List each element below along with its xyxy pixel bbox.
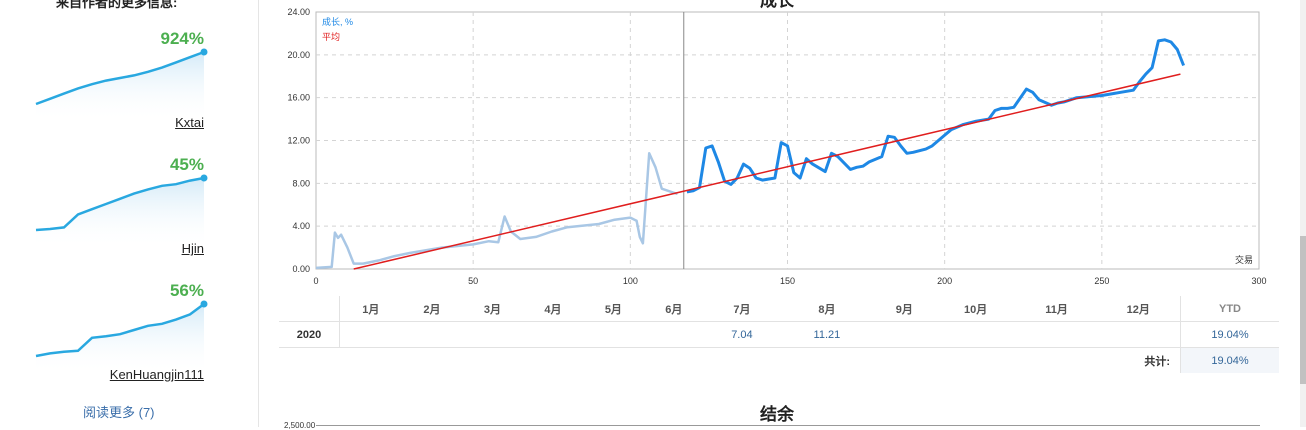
y-tick-label: 0.00: [292, 264, 310, 274]
month-table-body: 2020 7.04 11.21 19.04% 共计: 19.04%: [279, 321, 1279, 373]
x-tick-label: 300: [1251, 276, 1266, 286]
month-header: 11月: [1016, 296, 1097, 322]
y-tick-label: 4.00: [292, 221, 310, 231]
sparkline-area: [36, 304, 204, 374]
author-sidebar: 来自作者的更多信息: 924% Kxtai 45% Hjin 56% KenHu…: [0, 0, 259, 427]
x-tick-label: 250: [1094, 276, 1109, 286]
sparkline-line: [35, 302, 205, 358]
author-growth-percent: 45%: [169, 155, 204, 174]
balance-chart-title: 结余: [760, 405, 794, 424]
sparkline-end-dot: [200, 300, 208, 308]
x-tick-label: 50: [468, 276, 478, 286]
month-header: 7月: [704, 296, 780, 322]
month-value-cell: [401, 321, 463, 348]
sparkline-area: [36, 178, 204, 248]
month-value-cell: [583, 321, 644, 348]
month-value-cell: [643, 321, 705, 348]
page-scrollbar[interactable]: [1300, 0, 1306, 427]
author-card-kxtai[interactable]: 924% Kxtai: [0, 22, 258, 148]
total-value-cell: 19.04%: [1180, 347, 1279, 373]
growth-series-line-early: [315, 152, 678, 270]
sparkline-end-dot: [200, 48, 208, 56]
month-value-cell: [1096, 321, 1181, 348]
balance-chart-top-border: [316, 425, 1260, 426]
year-cell: 2020: [279, 321, 340, 348]
growth-chart-title: 成长: [760, 0, 794, 10]
month-value-cell: [934, 321, 1017, 348]
author-sparkline: [35, 48, 208, 122]
ytd-header: YTD: [1180, 296, 1279, 322]
month-value-cell: [874, 321, 935, 348]
author-sparkline: [35, 300, 208, 374]
author-name-link[interactable]: KenHuangjin111: [109, 367, 204, 382]
month-header: 12月: [1096, 296, 1181, 322]
sparkline-line: [35, 50, 205, 106]
month-header: 10月: [934, 296, 1017, 322]
x-tick-label: 100: [623, 276, 638, 286]
month-header: 1月: [339, 296, 402, 322]
author-card-hjin[interactable]: 45% Hjin: [0, 148, 258, 274]
x-axis-label: 交易: [1235, 254, 1253, 265]
sparkline-end-dot: [200, 174, 208, 182]
month-header: 3月: [462, 296, 523, 322]
y-tick-label: 24.00: [287, 7, 310, 17]
author-name-link[interactable]: Hjin: [181, 241, 204, 256]
sparkline-line: [35, 176, 205, 232]
month-value-cell: 7.04: [704, 321, 780, 348]
month-header: 9月: [874, 296, 935, 322]
author-growth-percent: 56%: [169, 281, 204, 300]
growth-chart: 0.00 4.00 8.00 12.00 16.00 20.00 24.00 0 50 100 15…: [287, 7, 1266, 286]
month-value-cell: [462, 321, 523, 348]
legend-entry-growth: 成长, %: [322, 16, 353, 27]
total-label: 共计:: [1144, 355, 1170, 368]
month-header: 6月: [643, 296, 705, 322]
x-tick-label: 200: [937, 276, 952, 286]
x-tick-label: 0: [313, 276, 318, 286]
y-tick-label: 20.00: [287, 50, 310, 60]
month-header: 8月: [779, 296, 875, 322]
author-card-kenhuangjin111[interactable]: 56% KenHuangjin111: [0, 274, 258, 400]
sparkline-area: [36, 52, 204, 122]
total-row: 共计: 19.04%: [279, 347, 1279, 373]
author-growth-percent: 924%: [160, 29, 204, 48]
monthly-returns-table: 1月 2月 3月 4月 5月 6月 7月 8月 9月 10月 11月 12月 YTD 2020 7.04 1…: [279, 296, 1279, 373]
x-tick-label: 150: [780, 276, 795, 286]
author-sparkline: [35, 174, 208, 248]
month-header: 4月: [522, 296, 584, 322]
legend-entry-average: 平均: [322, 31, 340, 42]
year-header: [279, 296, 340, 322]
month-header-row: 1月 2月 3月 4月 5月 6月 7月 8月 9月 10月 11月 12月 YTD: [279, 296, 1279, 322]
month-value-cell: [1016, 321, 1097, 348]
month-header: 2月: [401, 296, 463, 322]
scrollbar-thumb[interactable]: [1300, 236, 1306, 384]
balance-y-tick: 2,500.00: [284, 421, 316, 430]
month-value-cell: [339, 321, 402, 348]
month-value-cell: 11.21: [779, 321, 875, 348]
year-row: 2020 7.04 11.21 19.04%: [279, 321, 1279, 348]
read-more-link[interactable]: 阅读更多 (7): [83, 405, 155, 420]
author-name-link[interactable]: Kxtai: [175, 115, 204, 130]
sidebar-heading: 来自作者的更多信息:: [56, 0, 178, 10]
y-tick-label: 12.00: [287, 136, 310, 146]
average-series-line: [353, 73, 1181, 270]
y-tick-label: 8.00: [292, 178, 310, 188]
ytd-value-cell: 19.04%: [1180, 321, 1279, 348]
month-header: 5月: [583, 296, 644, 322]
month-value-cell: [522, 321, 584, 348]
y-tick-label: 16.00: [287, 93, 310, 103]
